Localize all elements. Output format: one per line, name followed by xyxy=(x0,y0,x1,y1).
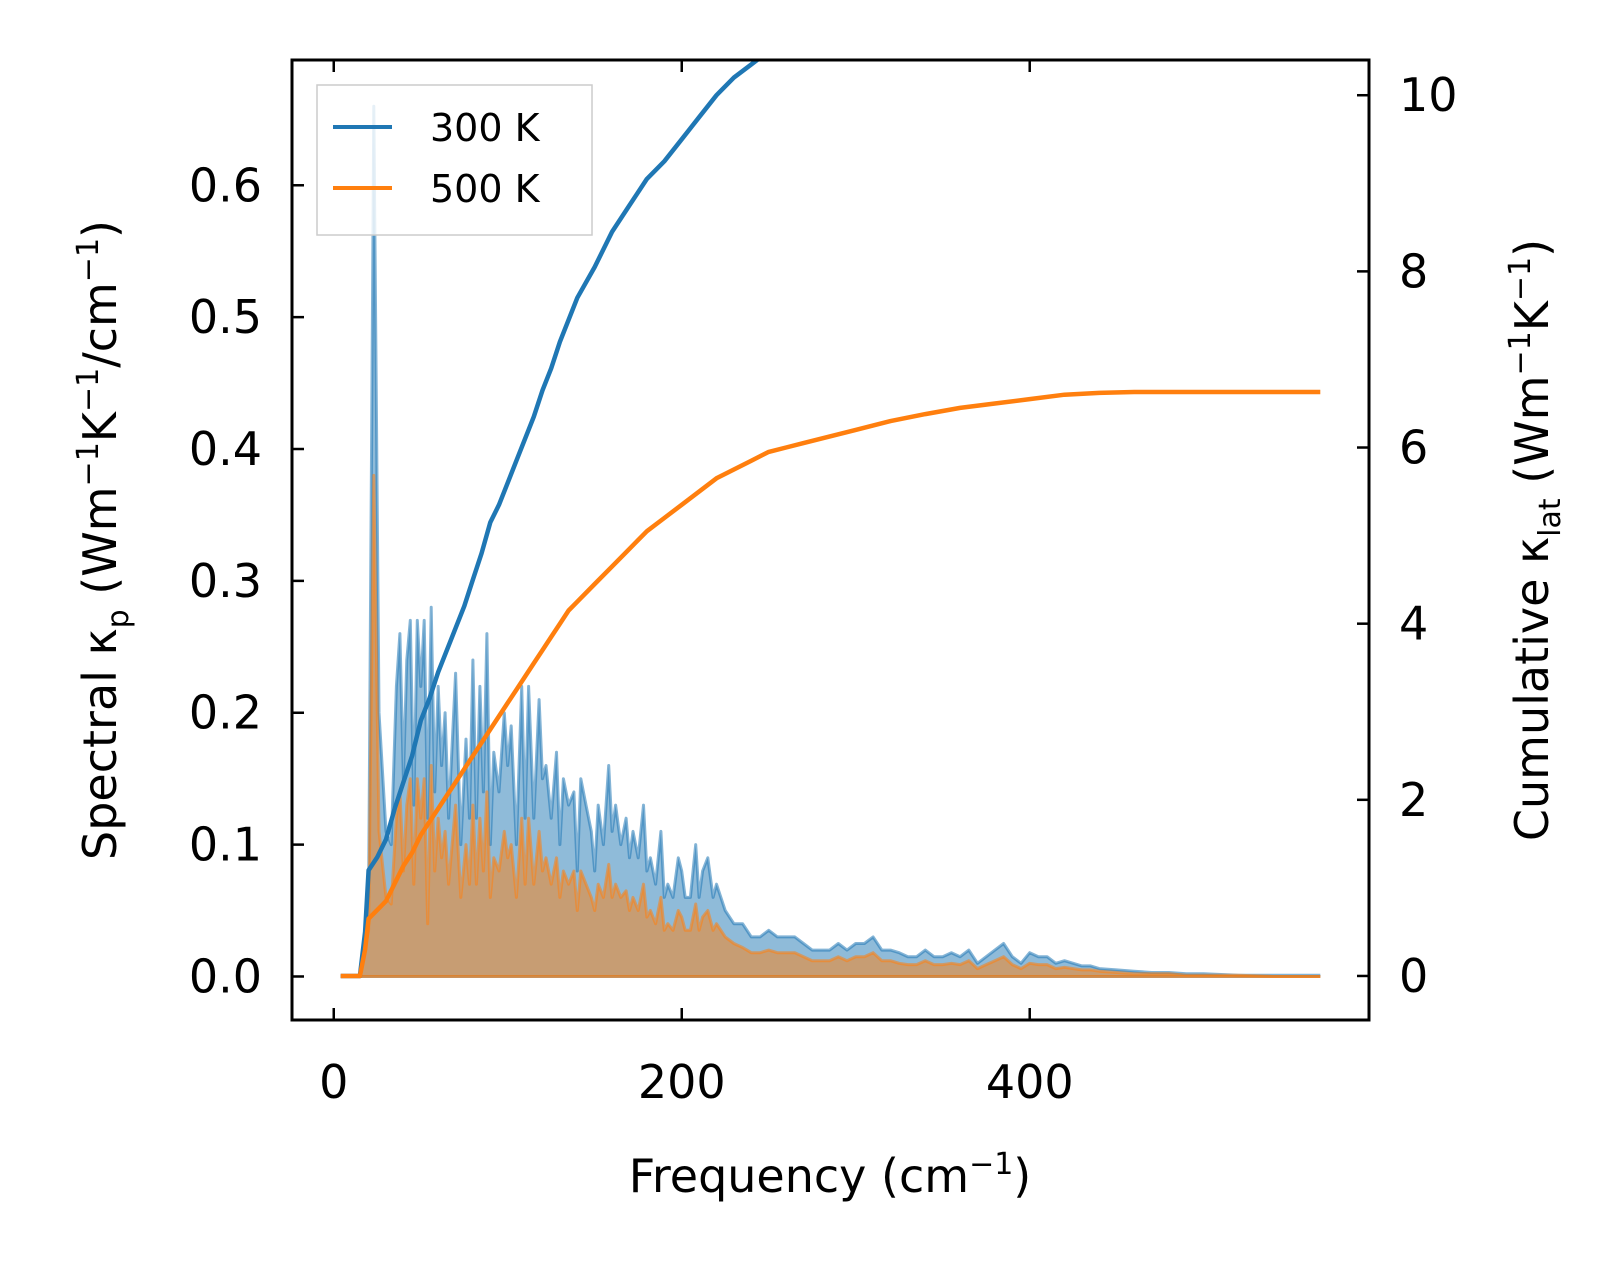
y-tick-label-left: 0.2 xyxy=(189,686,262,740)
spectral-line-300k xyxy=(340,104,1321,978)
cumulative-line-300k xyxy=(340,60,761,979)
y-tick-label-left: 0.3 xyxy=(189,554,262,608)
legend: 300 K 500 K xyxy=(316,84,593,236)
y-tick-label-right: 10 xyxy=(1399,68,1458,122)
x-tick-label: 200 xyxy=(638,1055,726,1109)
y-tick-label-right: 8 xyxy=(1399,244,1428,298)
y-axis-label-left: Spectral κp (Wm−1K−1/cm−1) xyxy=(71,220,136,860)
tick-labels: 0 200 400 0.0 0.1 0.2 0.3 0.4 0.5 0.6 0 2 4 6 8 10 xyxy=(189,68,1458,1109)
y-tick-label-right: 4 xyxy=(1399,597,1428,651)
x-axis-label: Frequency (cm−1) xyxy=(629,1147,1032,1203)
spectral-areas xyxy=(340,104,1321,978)
spectral-line-500k xyxy=(340,473,1321,978)
legend-box xyxy=(316,84,593,236)
y-tick-label-left: 0.5 xyxy=(189,290,262,344)
y-tick-label-right: 2 xyxy=(1399,773,1428,827)
legend-label-300k: 300 K xyxy=(430,106,541,150)
plot-frame xyxy=(290,58,1371,1022)
y-tick-label-left: 0.6 xyxy=(189,158,262,212)
y-tick-label-left: 0.1 xyxy=(189,818,262,872)
cumulative-line-500k xyxy=(340,389,1321,979)
axis-ticks xyxy=(292,60,1369,1020)
y-tick-label-right: 6 xyxy=(1399,421,1428,475)
x-tick-label: 0 xyxy=(319,1055,348,1109)
y-tick-label-left: 0.0 xyxy=(189,949,262,1003)
y-axis-label-right: Cumulative κlat (Wm−1K−1) xyxy=(1503,239,1568,841)
series-lines xyxy=(340,60,1321,979)
y-tick-label-left: 0.4 xyxy=(189,422,262,476)
y-tick-label-right: 0 xyxy=(1399,949,1428,1003)
x-tick-label: 400 xyxy=(986,1055,1074,1109)
legend-label-500k: 500 K xyxy=(430,167,541,211)
spectral-area-500k xyxy=(340,475,1321,977)
